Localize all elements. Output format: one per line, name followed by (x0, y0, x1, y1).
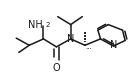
Text: 2: 2 (45, 22, 50, 28)
Text: O: O (53, 63, 60, 73)
Text: ···: ··· (86, 46, 92, 52)
Text: NH: NH (28, 20, 43, 30)
Text: N: N (110, 40, 117, 50)
Text: N: N (67, 34, 74, 44)
